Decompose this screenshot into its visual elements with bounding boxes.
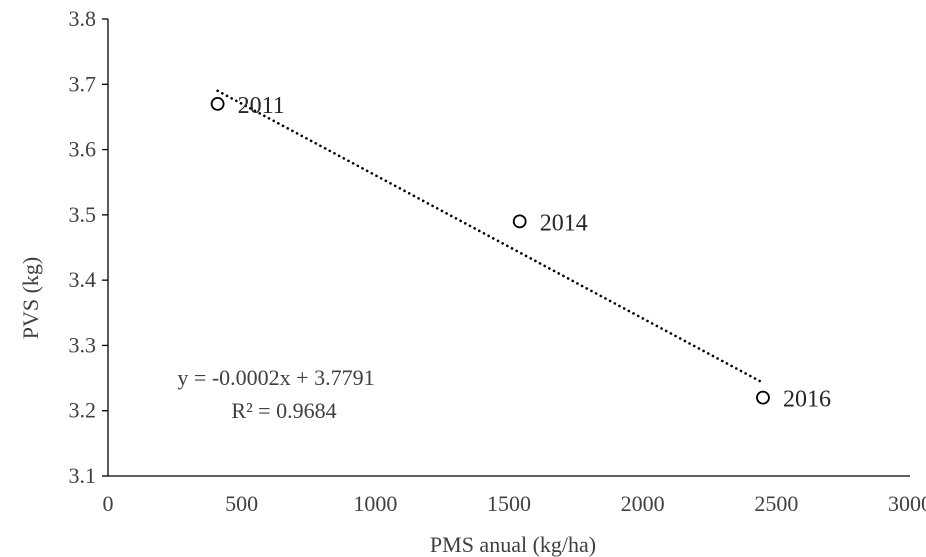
trendline-line	[216, 89, 762, 383]
x-tick-label: 500	[225, 491, 258, 516]
y-tick-label: 3.1	[69, 463, 97, 488]
x-tick-label: 1500	[487, 491, 531, 516]
y-tick-label: 3.5	[69, 202, 97, 227]
y-tick-label: 3.6	[69, 137, 97, 162]
y-axis-title: PVS (kg)	[18, 257, 43, 340]
point-labels: 2011 2014 2016	[238, 93, 831, 413]
data-point	[512, 214, 527, 229]
trendline-equation: y = -0.0002x + 3.7791	[177, 365, 374, 390]
x-tick-label: 2500	[754, 491, 798, 516]
x-axis: 0 500 1000 1500 2000 2500 3000	[103, 475, 926, 516]
trendline	[216, 89, 762, 383]
x-tick-label: 0	[103, 491, 114, 516]
data-point	[756, 390, 770, 405]
y-tick-label: 3.3	[69, 332, 97, 357]
data-point	[210, 96, 225, 111]
x-tick-label: 2000	[621, 491, 665, 516]
data-points	[210, 96, 770, 405]
y-tick-label: 3.8	[69, 6, 97, 31]
data-point-label: 2016	[783, 387, 831, 413]
trendline-r-squared: R² = 0.9684	[231, 398, 336, 423]
y-axis: 3.1 3.2 3.3 3.4 3.5 3.6 3.7 3.8	[69, 6, 109, 488]
y-tick-label: 3.2	[69, 398, 97, 423]
y-tick-label: 3.7	[69, 71, 97, 96]
x-axis-title: PMS anual (kg/ha)	[430, 532, 596, 557]
x-tick-label: 3000	[888, 491, 926, 516]
data-point-label: 2014	[540, 210, 588, 236]
y-tick-label: 3.4	[69, 267, 97, 292]
data-point-label: 2011	[238, 93, 285, 119]
x-tick-label: 1000	[353, 491, 397, 516]
